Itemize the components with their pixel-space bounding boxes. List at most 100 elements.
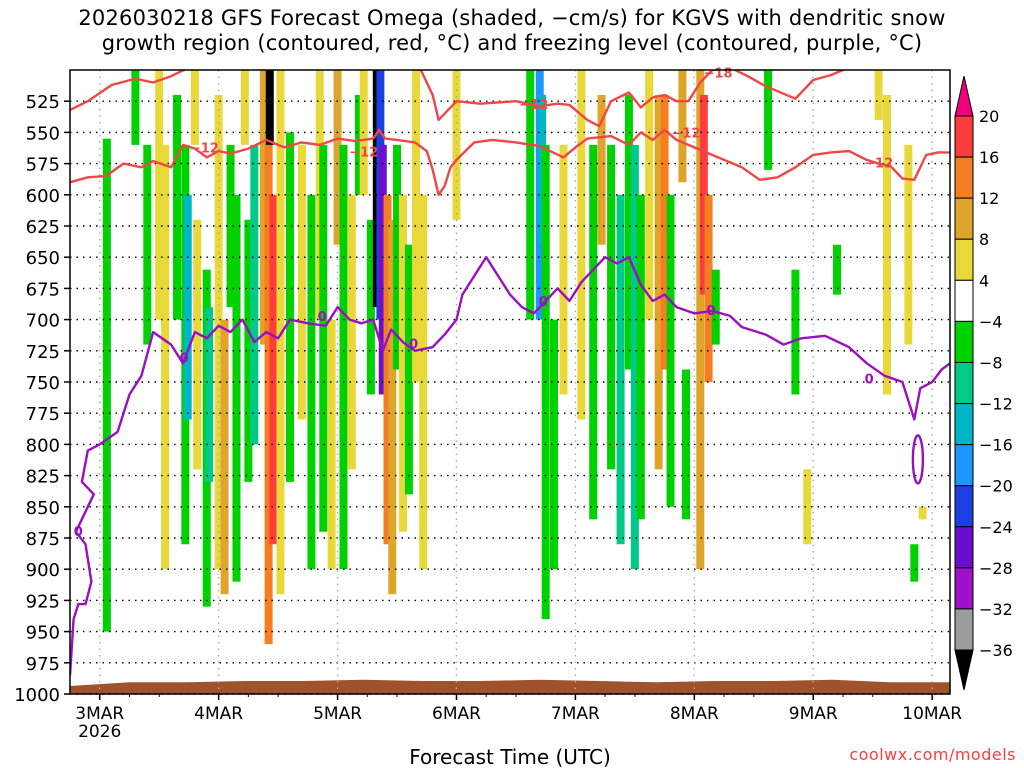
omega-band bbox=[286, 132, 294, 482]
omega-band bbox=[378, 144, 387, 395]
omega-band bbox=[220, 319, 229, 595]
omega-band bbox=[654, 94, 663, 470]
colorbar-label: −36 bbox=[979, 641, 1013, 660]
colorbar-label: 16 bbox=[979, 148, 999, 167]
y-tick-label: 975 bbox=[26, 654, 60, 675]
omega-band bbox=[161, 144, 170, 570]
colorbar-arrow-bottom bbox=[954, 649, 974, 691]
contour-label: −18 bbox=[704, 67, 733, 82]
omega-band bbox=[347, 194, 356, 470]
omega-band bbox=[597, 94, 606, 245]
colorbar-label: −16 bbox=[979, 436, 1013, 455]
y-tick-label: 925 bbox=[26, 591, 60, 612]
colorbar-label: −20 bbox=[979, 477, 1013, 496]
contour-label: 0 bbox=[706, 304, 715, 319]
contour-label: −12 bbox=[190, 142, 219, 157]
colorbar-label: −28 bbox=[979, 559, 1013, 578]
omega-band bbox=[183, 194, 192, 420]
contour-label: −12 bbox=[349, 145, 378, 160]
x-tick-label: 3MAR bbox=[75, 704, 124, 724]
omega-band bbox=[711, 269, 720, 345]
x-tick-label: 6MAR bbox=[432, 704, 481, 724]
omega-band bbox=[333, 70, 342, 245]
omega-band bbox=[910, 544, 919, 582]
colorbar-swatch bbox=[954, 320, 974, 363]
x-tick-label: 10MAR bbox=[902, 704, 962, 724]
contour-label: 0 bbox=[539, 295, 548, 310]
contour-label: 0 bbox=[180, 351, 189, 366]
colorbar-swatch bbox=[954, 115, 974, 158]
colorbar-arrow-top bbox=[954, 75, 974, 117]
x-axis-label: Forecast Time (UTC) bbox=[409, 745, 611, 768]
colorbar-label: 4 bbox=[979, 271, 989, 290]
colorbar-label: −12 bbox=[979, 395, 1013, 414]
omega-band bbox=[577, 70, 586, 420]
colorbar-swatch bbox=[954, 238, 974, 281]
x-axis: 3MAR 4MAR 5MAR 6MAR 7MAR 8MAR 9MAR 10MAR 2026 bbox=[75, 694, 962, 742]
y-tick-label: 900 bbox=[26, 560, 60, 581]
omega-band bbox=[678, 70, 687, 183]
omega-band bbox=[366, 219, 375, 395]
contour-label: −12 bbox=[672, 127, 701, 142]
colorbar-label: 20 bbox=[979, 107, 999, 126]
omega-band bbox=[589, 144, 598, 520]
omega-band bbox=[269, 194, 278, 545]
contour-label: −12 bbox=[864, 157, 893, 172]
omega-band bbox=[131, 70, 140, 145]
omega-band bbox=[297, 144, 306, 420]
omega-band bbox=[412, 70, 421, 382]
omega-band bbox=[232, 194, 241, 582]
colorbar-swatch bbox=[954, 279, 974, 322]
omega-band bbox=[699, 94, 708, 295]
colorbar-swatch bbox=[954, 608, 974, 651]
colorbar-swatch bbox=[954, 403, 974, 446]
omega-band bbox=[660, 94, 669, 370]
omega-band bbox=[526, 70, 535, 320]
omega-band bbox=[190, 70, 199, 145]
terrain-area bbox=[70, 679, 950, 694]
omega-band bbox=[624, 94, 633, 370]
omega-band bbox=[616, 194, 625, 545]
x-tick-label: 7MAR bbox=[551, 704, 600, 724]
contour-label: 0 bbox=[865, 373, 874, 388]
omega-band bbox=[327, 319, 336, 570]
colorbar-swatch bbox=[954, 361, 974, 405]
omega-band bbox=[882, 94, 891, 395]
y-tick-label: 1000 bbox=[14, 685, 60, 706]
omega-band bbox=[173, 94, 182, 320]
contour-label: 0 bbox=[409, 338, 418, 353]
x-year-label: 2026 bbox=[78, 722, 121, 742]
y-tick-label: 725 bbox=[26, 342, 60, 363]
y-tick-label: 850 bbox=[26, 498, 60, 519]
omega-band bbox=[319, 144, 328, 532]
y-tick-label: 950 bbox=[26, 623, 60, 644]
omega-band bbox=[833, 244, 842, 295]
omega-band bbox=[682, 369, 690, 520]
y-tick-label: 875 bbox=[26, 529, 60, 550]
contour-lines bbox=[70, 70, 950, 676]
x-tick-label: 9MAR bbox=[789, 704, 838, 724]
omega-band bbox=[918, 506, 927, 520]
contour-label: 0 bbox=[318, 310, 327, 325]
omega-band bbox=[339, 144, 348, 570]
y-tick-label: 750 bbox=[26, 373, 60, 394]
x-tick-label: 8MAR bbox=[670, 704, 719, 724]
omega-band bbox=[419, 194, 428, 570]
omega-band bbox=[874, 70, 883, 120]
colorbar-swatch bbox=[954, 567, 974, 610]
omega-band bbox=[636, 194, 645, 520]
omega-shading bbox=[102, 70, 927, 645]
colorbar-label: −4 bbox=[979, 312, 1003, 331]
contour-label: −12 bbox=[519, 98, 548, 113]
omega-band bbox=[354, 94, 363, 195]
y-tick-label: 825 bbox=[26, 467, 60, 488]
y-tick-label: 575 bbox=[26, 155, 60, 176]
y-tick-label: 600 bbox=[26, 186, 60, 207]
grid-lines bbox=[70, 70, 950, 695]
omega-band bbox=[398, 194, 407, 532]
y-tick-label: 800 bbox=[26, 435, 60, 456]
colorbar-label: −32 bbox=[979, 600, 1013, 619]
colorbar-swatch bbox=[954, 526, 974, 569]
colorbar-label: 8 bbox=[979, 230, 989, 249]
omega-band bbox=[388, 219, 397, 595]
